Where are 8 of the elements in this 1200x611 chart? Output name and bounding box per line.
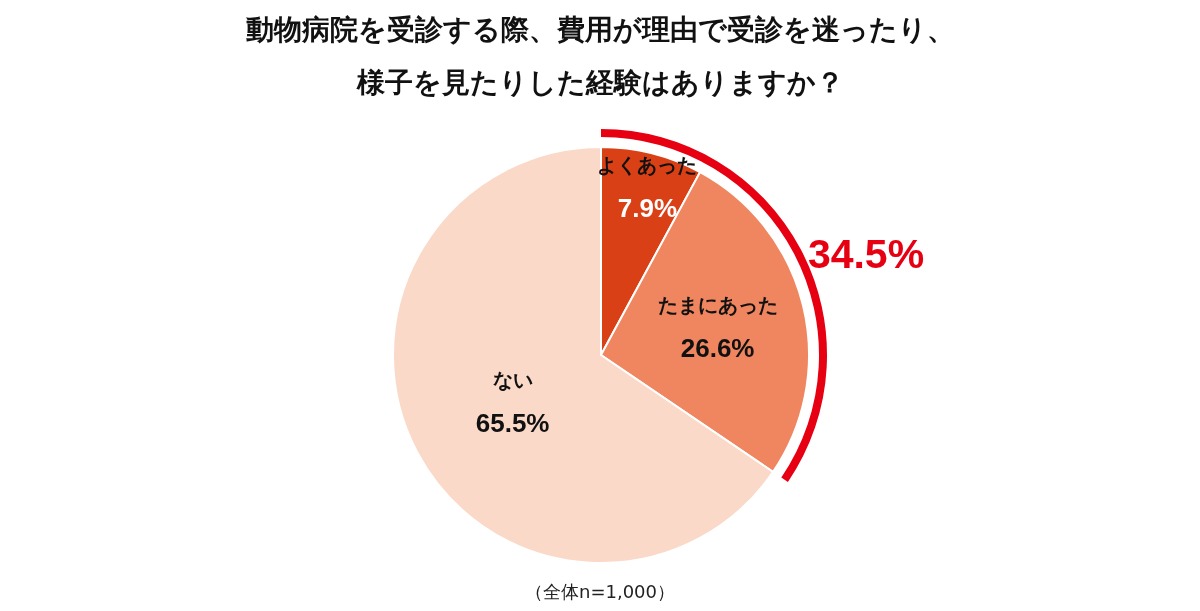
chart-title: 動物病院を受診する際、費用が理由で受診を迷ったり、様子を見たりした経験はありますか？ [244, 13, 955, 99]
data-label: 7.9% [617, 193, 678, 224]
text: 34.5% [807, 231, 925, 277]
data-label: 26.6% [680, 332, 755, 363]
slice-label: ない [492, 367, 533, 392]
text: （全体n=1,000） [524, 581, 676, 602]
data-label: 65.5% [475, 407, 550, 438]
slice-label: たまにあった [657, 292, 778, 317]
